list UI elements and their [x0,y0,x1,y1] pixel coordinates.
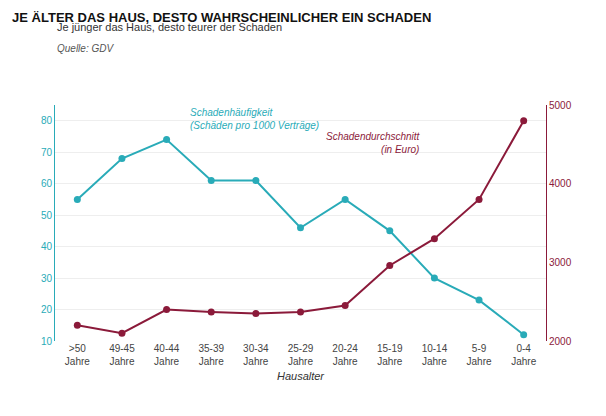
svg-text:Hausalter: Hausalter [277,370,325,382]
svg-text:60: 60 [41,178,53,189]
svg-text:30-34Jahre: 30-34Jahre [243,343,269,367]
svg-text:40-44Jahre: 40-44Jahre [154,343,180,367]
svg-text:15-19Jahre: 15-19Jahre [377,343,403,367]
svg-text:49-45Jahre: 49-45Jahre [109,343,135,367]
svg-text:>50Jahre: >50Jahre [65,343,90,367]
svg-text:80: 80 [41,115,53,126]
svg-text:20: 20 [41,304,53,315]
svg-text:Schadendurchschnitt(in Euro): Schadendurchschnitt(in Euro) [326,131,421,155]
svg-text:10: 10 [41,336,53,347]
svg-text:5-9Jahre: 5-9Jahre [467,343,492,367]
svg-text:4000: 4000 [549,178,572,189]
svg-text:40: 40 [41,241,53,252]
svg-text:3000: 3000 [549,257,572,268]
svg-text:Je jünger das Haus, desto teur: Je jünger das Haus, desto teurer der Sch… [57,21,282,33]
svg-text:2000: 2000 [549,336,572,347]
svg-text:70: 70 [41,147,53,158]
svg-text:JE ÄLTER DAS HAUS, DESTO WAHRS: JE ÄLTER DAS HAUS, DESTO WAHRSCHEINLICHE… [12,10,431,25]
svg-text:50: 50 [41,210,53,221]
svg-text:35-39Jahre: 35-39Jahre [198,343,224,367]
svg-text:0-4Jahre: 0-4Jahre [511,343,536,367]
svg-text:Schadenhäufigkeit(Schäden pro: Schadenhäufigkeit(Schäden pro 1000 Vertr… [190,107,319,131]
svg-text:10-14Jahre: 10-14Jahre [422,343,448,367]
svg-text:5000: 5000 [549,100,572,111]
svg-text:20-24Jahre: 20-24Jahre [332,343,358,367]
svg-text:25-29Jahre: 25-29Jahre [288,343,314,367]
svg-text:30: 30 [41,273,53,284]
svg-text:Quelle: GDV: Quelle: GDV [57,43,114,54]
